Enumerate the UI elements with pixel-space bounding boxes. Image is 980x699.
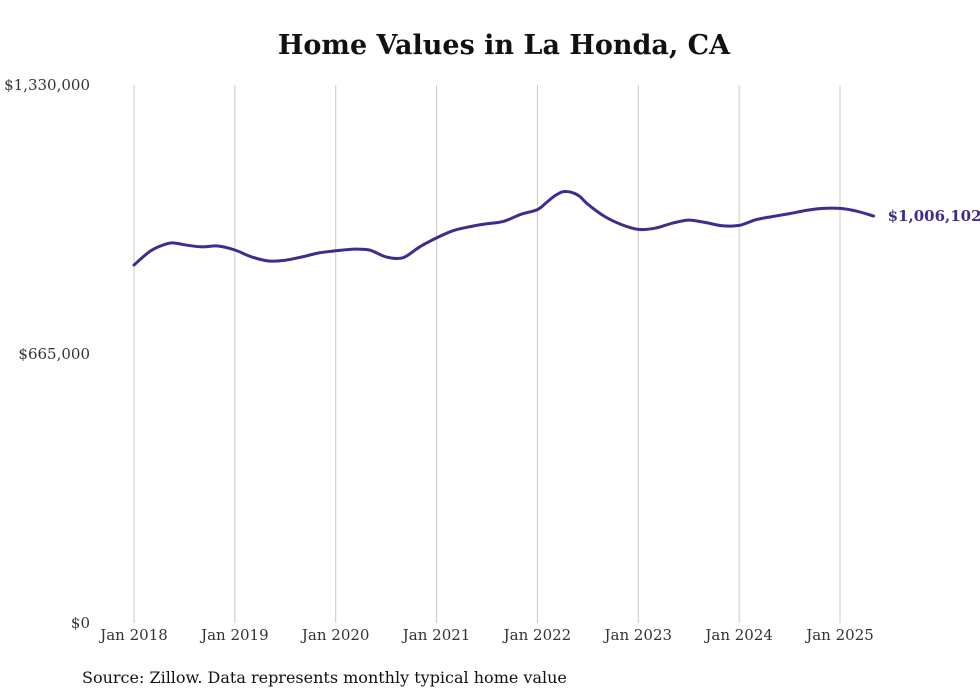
x-tick-label: Jan 2020 <box>300 626 370 644</box>
x-tick-label: Jan 2019 <box>199 626 269 644</box>
x-tick-label: Jan 2021 <box>401 626 471 644</box>
series-line <box>132 189 876 267</box>
y-tick-label: $0 <box>71 614 90 632</box>
y-tick-label: $665,000 <box>18 345 90 363</box>
x-tick-label: Jan 2023 <box>603 626 673 644</box>
x-tick-label: Jan 2025 <box>804 626 874 644</box>
x-tick-label: Jan 2022 <box>502 626 572 644</box>
x-tick-label: Jan 2018 <box>98 626 168 644</box>
chart-title: Home Values in La Honda, CA <box>277 30 731 61</box>
y-tick-label: $1,330,000 <box>4 76 90 94</box>
end-value-label: $1,006,102 <box>888 207 980 225</box>
x-tick-label: Jan 2024 <box>703 626 773 644</box>
source-note: Source: Zillow. Data represents monthly … <box>82 668 567 687</box>
